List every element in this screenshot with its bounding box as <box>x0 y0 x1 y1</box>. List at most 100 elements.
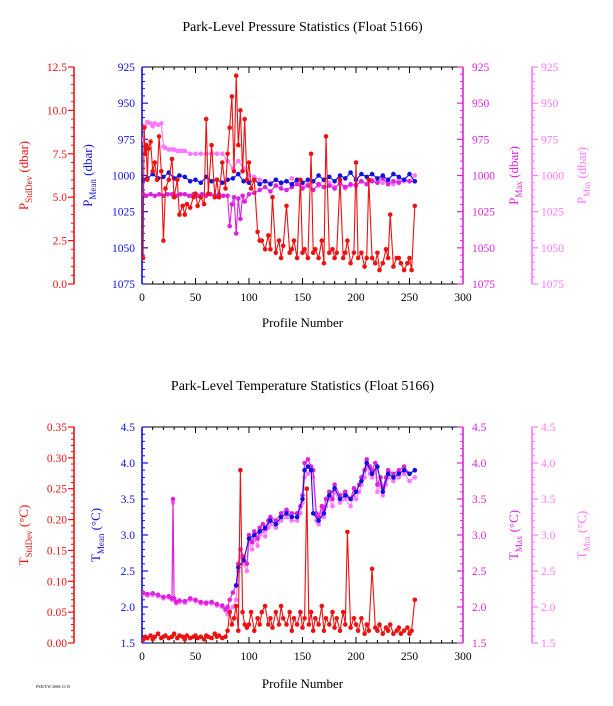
data-point-stddev <box>216 633 222 638</box>
data-point-max <box>260 521 266 527</box>
data-point-mean <box>187 179 193 184</box>
data-point-stddev <box>337 628 343 633</box>
data-point-min <box>380 493 386 498</box>
y-tick-label-stddev: 0.35 <box>47 422 67 434</box>
data-point-stddev <box>377 622 382 627</box>
y-tick-label-mean: 950 <box>118 98 136 110</box>
data-point-stddev <box>287 609 293 615</box>
data-point-stddev <box>266 622 271 627</box>
data-point-mean <box>327 493 332 498</box>
data-point-stddev <box>229 622 235 627</box>
data-point-stddev <box>201 637 207 642</box>
data-point-stddev <box>313 616 318 621</box>
data-point-stddev <box>198 634 204 640</box>
y-tick-label-mean: 1000 <box>112 171 135 183</box>
data-point-max <box>148 192 153 197</box>
data-point-stddev <box>177 212 182 217</box>
data-point-mean <box>364 460 370 466</box>
data-point-stddev <box>380 631 386 636</box>
data-point-max <box>182 192 188 197</box>
data-point-stddev <box>262 603 268 609</box>
y-tick-label-max: 1050 <box>472 243 495 255</box>
data-point-stddev <box>396 255 402 261</box>
data-point-stddev <box>355 255 361 261</box>
data-point-min <box>289 518 295 523</box>
data-point-max <box>165 192 170 197</box>
data-point-stddev <box>169 156 175 162</box>
data-point-mean <box>284 179 289 184</box>
y-tick-label-max: 2.0 <box>472 602 487 614</box>
data-point-max <box>391 471 396 477</box>
data-point-mean <box>396 174 402 180</box>
data-point-stddev <box>308 609 314 615</box>
series-line-min <box>142 464 416 616</box>
y-tick-label-mean: 4.0 <box>121 458 136 470</box>
y-tick-label-min: 2.5 <box>541 566 556 578</box>
y-tick-label-mean: 975 <box>118 134 136 146</box>
data-point-max <box>144 193 149 199</box>
x-tick-label: 300 <box>454 292 472 304</box>
data-point-stddev <box>198 194 204 200</box>
data-point-max <box>166 593 172 599</box>
data-point-max <box>257 187 263 193</box>
data-point-stddev <box>246 622 252 627</box>
data-point-max <box>145 591 150 597</box>
data-point-max <box>221 193 226 199</box>
data-point-max <box>244 561 250 567</box>
data-point-mean <box>380 173 386 178</box>
temperature-panel: Park-Level Temperature Statistics (Float… <box>16 379 592 691</box>
data-point-max <box>330 496 335 502</box>
data-point-stddev <box>142 125 147 131</box>
y-tick-label-min: 3.0 <box>541 530 556 542</box>
data-point-mean <box>305 464 311 469</box>
data-point-min <box>348 503 353 509</box>
data-point-mean <box>369 471 375 477</box>
y-tick-label-min: 4.0 <box>541 458 556 470</box>
series-line-stddev <box>142 470 416 641</box>
data-point-stddev <box>214 177 220 183</box>
data-point-stddev <box>203 116 209 122</box>
y-axis-label-max: PMax (dbar) <box>506 146 524 205</box>
data-point-max <box>231 194 237 200</box>
data-point-stddev <box>345 238 350 243</box>
x-tick-label: 300 <box>454 651 472 663</box>
data-point-max <box>262 184 268 190</box>
data-point-mean <box>268 518 273 523</box>
data-point-mean <box>327 174 332 180</box>
data-point-stddev <box>298 609 303 615</box>
data-point-mean <box>348 496 353 502</box>
y-tick-label-stddev: 7.5 <box>53 149 68 161</box>
data-point-stddev <box>398 631 404 636</box>
data-point-max <box>203 600 209 605</box>
data-point-mean <box>252 532 257 538</box>
data-point-stddev <box>405 260 410 266</box>
y-axis-label-stddev: TStdDev (°C) <box>16 505 34 566</box>
y-tick-label-mean: 925 <box>118 62 136 74</box>
data-point-max <box>396 467 402 473</box>
data-point-stddev <box>409 267 414 273</box>
data-point-stddev <box>240 609 245 615</box>
data-point-max <box>323 496 329 502</box>
data-point-max <box>198 599 204 605</box>
data-point-min <box>255 543 260 549</box>
data-point-stddev <box>366 177 372 183</box>
data-point-mean <box>257 181 263 187</box>
y-tick-label-stddev: 0.15 <box>47 545 67 557</box>
data-point-mean <box>305 177 311 183</box>
data-point-stddev <box>242 116 247 122</box>
data-point-stddev <box>252 177 257 183</box>
data-point-mean <box>385 177 391 183</box>
y-tick-label-min: 950 <box>541 98 559 110</box>
y-tick-label-max: 1.5 <box>472 638 487 650</box>
data-point-mean <box>375 464 380 469</box>
data-point-mean <box>337 173 343 178</box>
y-tick-label-mean: 2.5 <box>121 566 136 578</box>
data-point-max <box>343 184 348 190</box>
data-point-stddev <box>195 203 200 209</box>
data-point-max <box>225 604 230 610</box>
data-point-stddev <box>255 229 260 235</box>
data-point-min <box>401 471 407 477</box>
y-tick-label-max: 1075 <box>472 279 495 291</box>
data-point-stddev <box>227 609 232 615</box>
data-point-stddev <box>238 467 243 473</box>
